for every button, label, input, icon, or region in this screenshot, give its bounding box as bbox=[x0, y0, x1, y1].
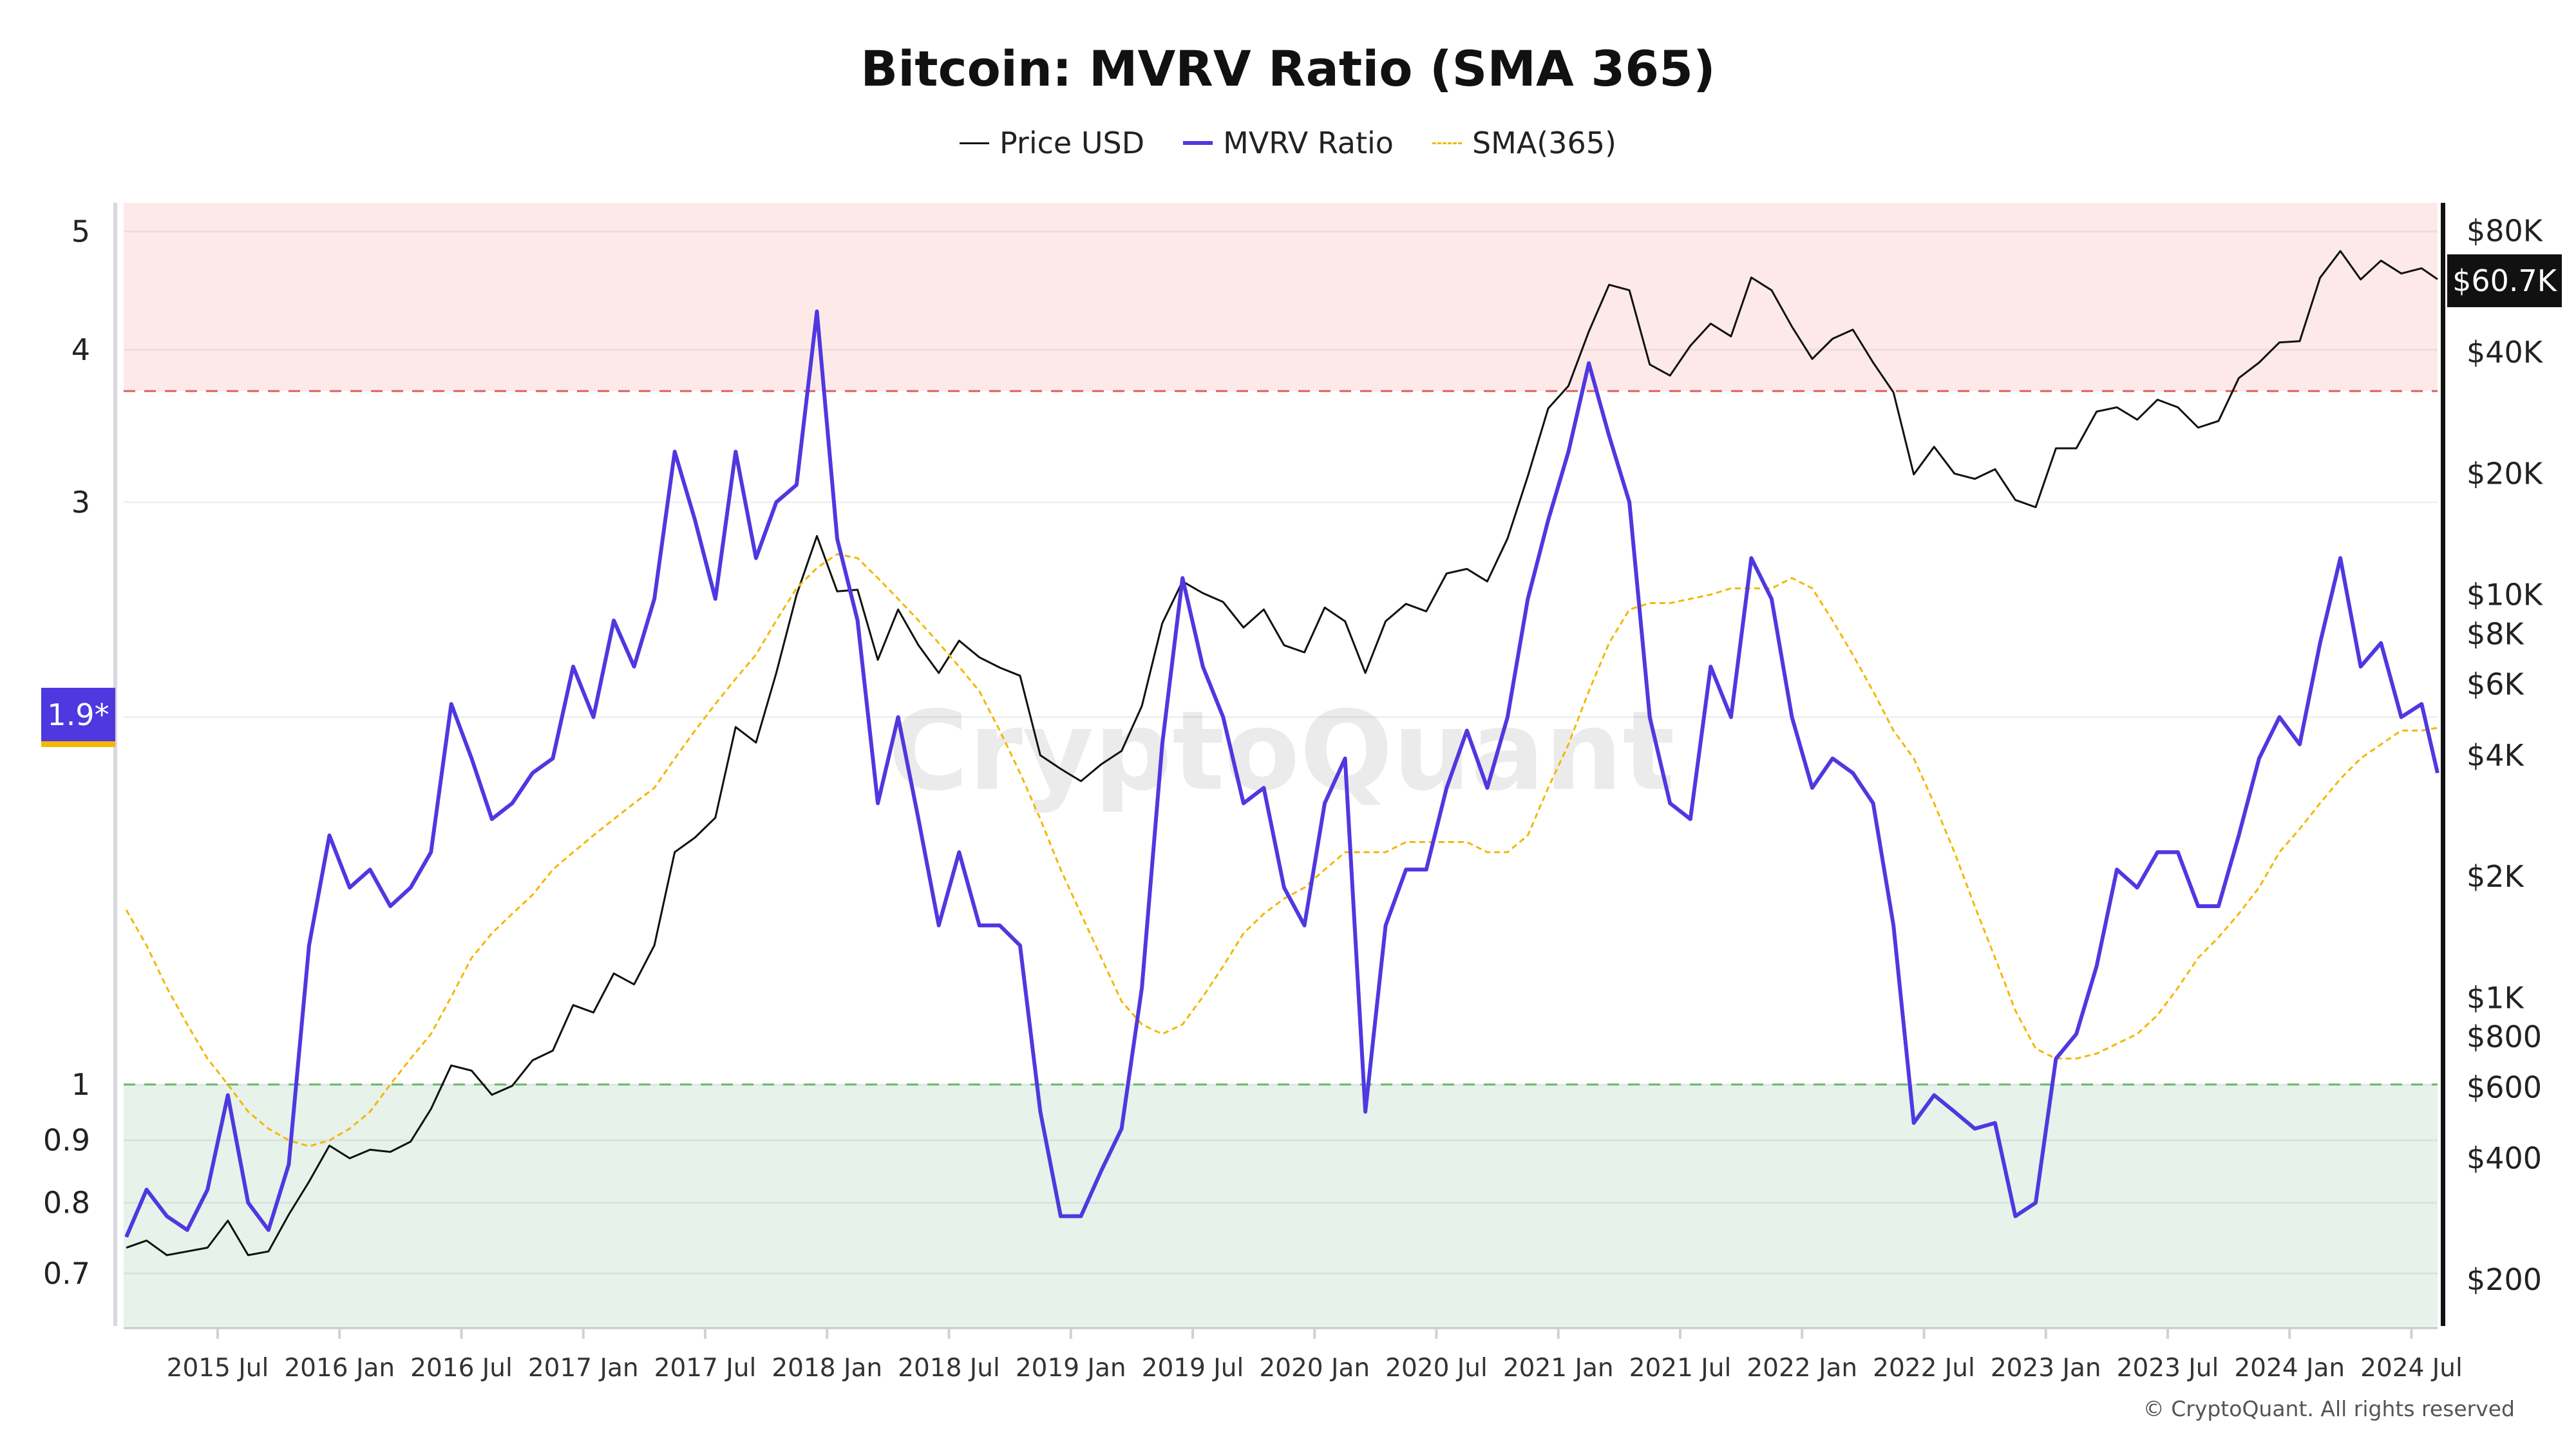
x-tick-label: 2020 Jul bbox=[1385, 1354, 1488, 1383]
right-tick-label: $6K bbox=[2467, 667, 2525, 702]
x-tick-label: 2022 Jul bbox=[1873, 1354, 1975, 1383]
x-tick-label: 2019 Jan bbox=[1016, 1354, 1126, 1383]
right-tick-label: $200 bbox=[2467, 1262, 2542, 1297]
x-tick-label: 2018 Jul bbox=[898, 1354, 1000, 1383]
right-tick-label: $2K bbox=[2467, 859, 2525, 894]
left-tick-label: 5 bbox=[71, 214, 90, 249]
x-tick-label: 2022 Jan bbox=[1747, 1354, 1857, 1383]
overvalued-zone bbox=[124, 203, 2438, 392]
right-tick-label: $1K bbox=[2467, 981, 2525, 1016]
legend-swatch-mvrv bbox=[1183, 141, 1213, 145]
left-tick-label: 3 bbox=[71, 485, 90, 520]
legend: Price USD MVRV Ratio SMA(365) bbox=[0, 126, 2576, 160]
x-tick-label: 2021 Jul bbox=[1629, 1354, 1732, 1383]
x-tick-label: 2016 Jan bbox=[284, 1354, 395, 1383]
x-tick-label: 2023 Jul bbox=[2117, 1354, 2219, 1383]
right-tick-label: $20K bbox=[2467, 456, 2544, 491]
x-tick-label: 2019 Jul bbox=[1142, 1354, 1244, 1383]
copyright: © CryptoQuant. All rights reserved bbox=[2143, 1396, 2515, 1421]
right-tick-label: $8K bbox=[2467, 616, 2525, 651]
legend-item-price[interactable]: Price USD bbox=[960, 126, 1144, 160]
undervalued-zone bbox=[124, 1084, 2438, 1326]
left-tick-label: 4 bbox=[71, 332, 90, 367]
legend-label-price: Price USD bbox=[999, 126, 1145, 160]
right-tick-label: $4K bbox=[2467, 738, 2525, 773]
right-tick-label: $40K bbox=[2467, 335, 2544, 370]
left-tick-label: 1 bbox=[71, 1067, 90, 1102]
right-tick-label: $600 bbox=[2467, 1070, 2542, 1104]
right-tick-label: $400 bbox=[2467, 1141, 2542, 1176]
x-tick-label: 2017 Jan bbox=[528, 1354, 639, 1383]
left-tick-label: 0.7 bbox=[43, 1256, 90, 1291]
legend-label-mvrv: MVRV Ratio bbox=[1223, 126, 1394, 160]
x-tick-label: 2023 Jan bbox=[1991, 1354, 2101, 1383]
x-tick-label: 2017 Jul bbox=[654, 1354, 757, 1383]
right-tick-label: $80K bbox=[2467, 214, 2544, 249]
legend-item-sma[interactable]: SMA(365) bbox=[1432, 126, 1616, 160]
x-tick-label: 2024 Jul bbox=[2360, 1354, 2463, 1383]
legend-item-mvrv[interactable]: MVRV Ratio bbox=[1183, 126, 1394, 160]
right-tick-label: $10K bbox=[2467, 578, 2544, 612]
x-tick-label: 2021 Jan bbox=[1503, 1354, 1614, 1383]
left-tick-label: 0.9 bbox=[43, 1123, 90, 1158]
x-tick-label: 2018 Jan bbox=[772, 1354, 882, 1383]
x-tick-label: 2016 Jul bbox=[410, 1354, 513, 1383]
x-tick-label: 2020 Jan bbox=[1259, 1354, 1370, 1383]
chart-title: Bitcoin: MVRV Ratio (SMA 365) bbox=[860, 40, 1716, 97]
x-tick-label: 2015 Jul bbox=[167, 1354, 269, 1383]
legend-swatch-price bbox=[960, 142, 989, 144]
left-axis-line bbox=[113, 203, 117, 1326]
legend-label-sma: SMA(365) bbox=[1472, 126, 1616, 160]
current-price-badge: $60.7K bbox=[2447, 254, 2562, 307]
x-tick-label: 2024 Jan bbox=[2234, 1354, 2345, 1383]
current-mvrv-badge: 1.9* bbox=[41, 688, 115, 747]
left-tick-label: 0.8 bbox=[43, 1186, 90, 1220]
watermark: CryptoQuant bbox=[888, 688, 1675, 815]
legend-swatch-sma bbox=[1432, 142, 1462, 144]
right-axis-line bbox=[2441, 203, 2445, 1326]
right-tick-label: $800 bbox=[2467, 1019, 2542, 1054]
